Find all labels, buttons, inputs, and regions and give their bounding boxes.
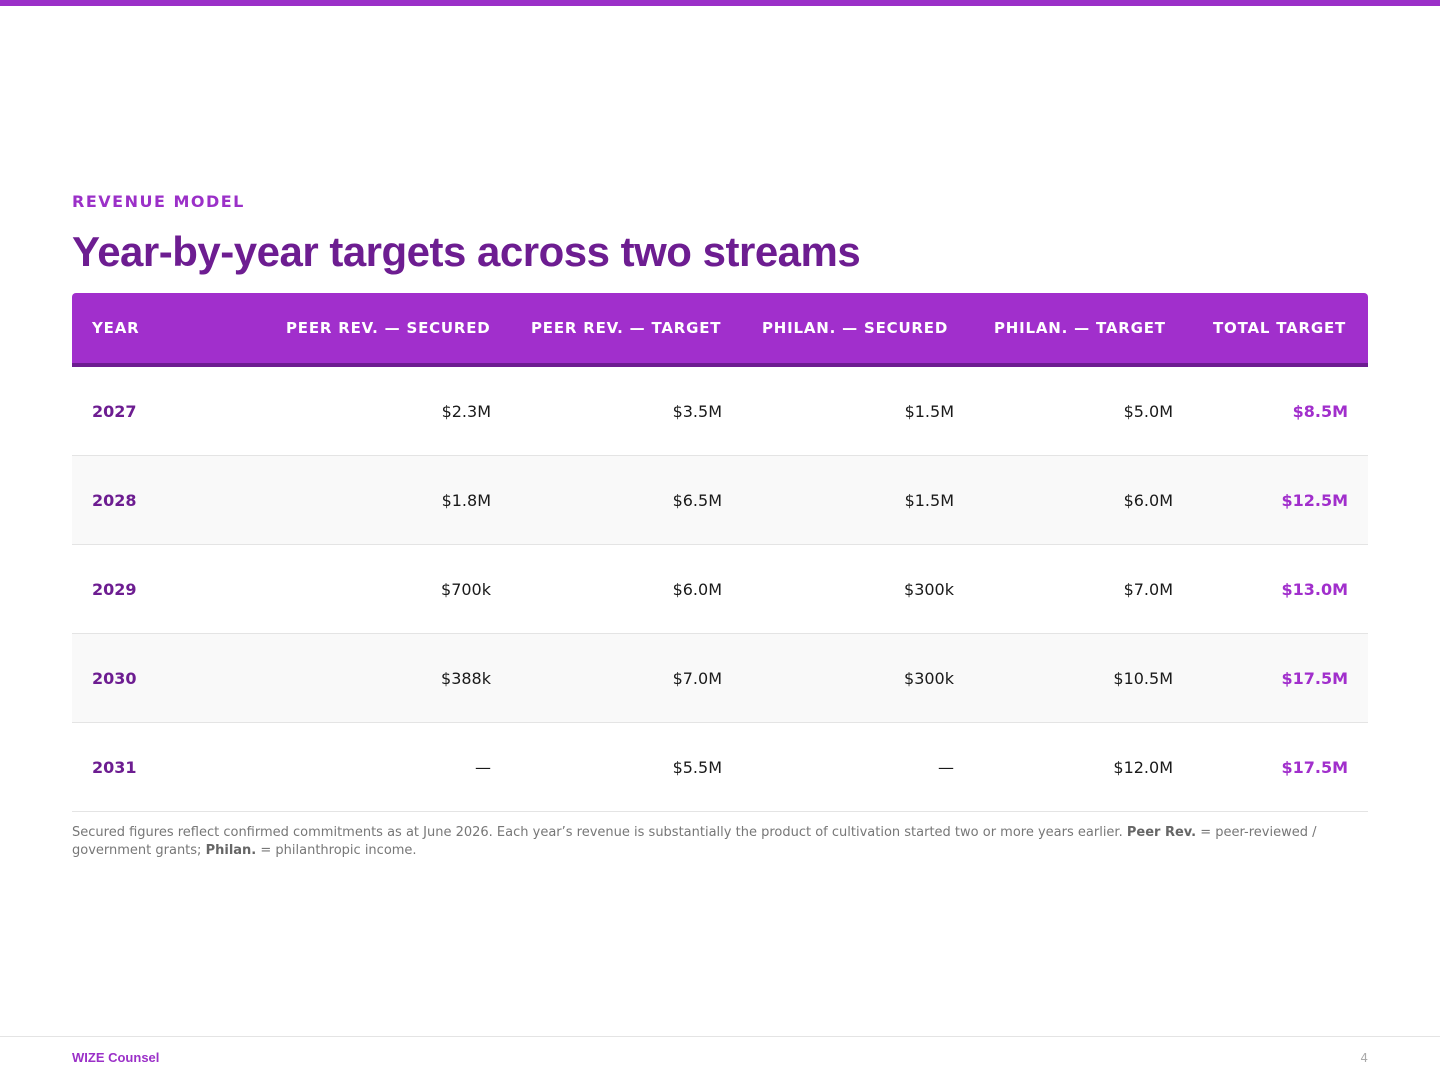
revenue-table: YEAR PEER REV. — SECURED PEER REV. — TAR… [72, 293, 1368, 812]
footnote-text: = peer-reviewed / government grants; [72, 825, 1317, 858]
col-header-philan-target: PHILAN. — TARGET [974, 293, 1193, 367]
cell-philan-target: $10.5M [974, 633, 1193, 723]
table-row: 2028 $1.8M $6.5M $1.5M $6.0M $12.5M [72, 455, 1368, 545]
cell-philan-secured: $1.5M [742, 455, 974, 545]
page-title: Year-by-year targets across two streams [72, 228, 861, 275]
footnote-term-peer: Peer Rev. [1126, 825, 1197, 840]
cell-philan-target: $6.0M [974, 455, 1193, 545]
table-row: 2031 — $5.5M — $12.0M $17.5M [72, 722, 1368, 812]
col-header-peer-target: PEER REV. — TARGET [511, 293, 742, 367]
cell-philan-secured: — [742, 722, 974, 812]
cell-peer-secured: $1.8M [266, 455, 511, 545]
cell-peer-secured: $700k [266, 544, 511, 634]
table-row: 2027 $2.3M $3.5M $1.5M $5.0M $8.5M [72, 365, 1368, 456]
cell-philan-secured: $300k [742, 544, 974, 634]
cell-peer-secured: — [266, 722, 511, 812]
cell-total-target: $17.5M [1193, 633, 1368, 723]
table-header-row: YEAR PEER REV. — SECURED PEER REV. — TAR… [72, 293, 1368, 367]
cell-peer-target: $6.5M [511, 455, 742, 545]
footnote-term-philan: Philan. [205, 843, 257, 858]
table-row: 2030 $388k $7.0M $300k $10.5M $17.5M [72, 633, 1368, 723]
col-header-philan-secured: PHILAN. — SECURED [742, 293, 974, 367]
cell-year: 2029 [72, 544, 266, 634]
footer-divider [0, 1036, 1440, 1037]
cell-total-target: $12.5M [1193, 455, 1368, 545]
cell-total-target: $8.5M [1193, 365, 1368, 456]
cell-year: 2028 [72, 455, 266, 545]
cell-philan-target: $12.0M [974, 722, 1193, 812]
footnote-text: Secured figures reflect confirmed commit… [72, 825, 1127, 840]
cell-philan-target: $5.0M [974, 365, 1193, 456]
cell-peer-target: $5.5M [511, 722, 742, 812]
cell-total-target: $17.5M [1193, 722, 1368, 812]
cell-philan-secured: $1.5M [742, 365, 974, 456]
cell-peer-secured: $2.3M [266, 365, 511, 456]
top-accent-bar [0, 0, 1440, 6]
cell-peer-secured: $388k [266, 633, 511, 723]
col-header-total-target: TOTAL TARGET [1193, 293, 1368, 367]
footer-brand: WIZE Counsel [72, 1050, 160, 1065]
cell-philan-target: $7.0M [974, 544, 1193, 634]
cell-year: 2027 [72, 365, 266, 456]
table-row: 2029 $700k $6.0M $300k $7.0M $13.0M [72, 544, 1368, 634]
footnote: Secured figures reflect confirmed commit… [72, 824, 1322, 860]
cell-philan-secured: $300k [742, 633, 974, 723]
cell-year: 2030 [72, 633, 266, 723]
cell-year: 2031 [72, 722, 266, 812]
cell-peer-target: $7.0M [511, 633, 742, 723]
page-number: 4 [1360, 1051, 1368, 1065]
col-header-year: YEAR [72, 293, 266, 367]
footnote-text: = philanthropic income. [256, 843, 417, 858]
col-header-peer-secured: PEER REV. — SECURED [266, 293, 511, 367]
cell-total-target: $13.0M [1193, 544, 1368, 634]
cell-peer-target: $3.5M [511, 365, 742, 456]
section-eyebrow: REVENUE MODEL [72, 192, 245, 211]
cell-peer-target: $6.0M [511, 544, 742, 634]
